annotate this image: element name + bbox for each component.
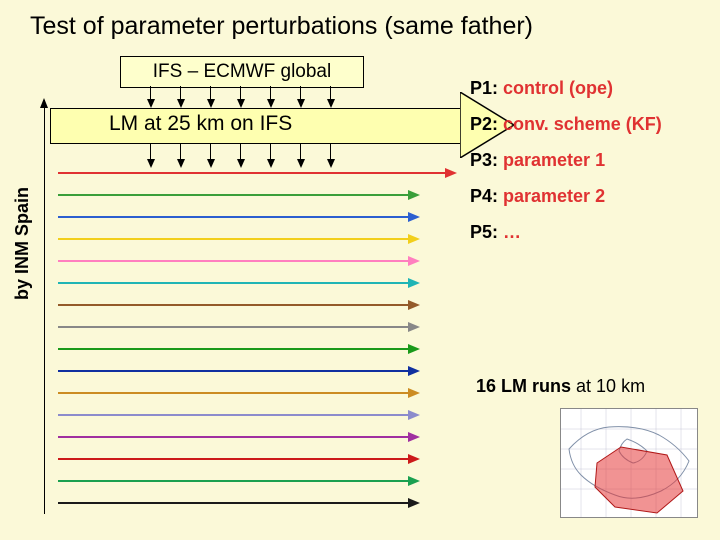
drop-arrow bbox=[330, 86, 331, 106]
param-arrow-line bbox=[58, 436, 408, 438]
map-thumbnail bbox=[560, 408, 698, 518]
drop-arrow bbox=[180, 144, 181, 166]
param-arrow bbox=[58, 238, 420, 240]
param-arrow-line bbox=[58, 502, 408, 504]
param-arrow bbox=[58, 502, 420, 504]
param-arrow bbox=[58, 326, 420, 328]
param-arrow-line bbox=[58, 238, 408, 240]
param-arrow-line bbox=[58, 348, 408, 350]
param-arrow-head bbox=[408, 498, 420, 508]
drop-arrow bbox=[330, 144, 331, 166]
param-arrow bbox=[58, 392, 420, 394]
legend-text: parameter 2 bbox=[498, 186, 605, 206]
legend-text: conv. scheme (KF) bbox=[498, 114, 662, 134]
lm-arrow-body: LM at 25 km on IFS bbox=[50, 108, 469, 144]
ifs-box-text: IFS – ECMWF global bbox=[153, 61, 331, 82]
param-arrow bbox=[58, 216, 420, 218]
slide-title: Test of parameter perturbations (same fa… bbox=[30, 12, 533, 41]
param-arrow bbox=[58, 348, 420, 350]
param-arrow-head bbox=[445, 168, 457, 178]
param-arrow-line bbox=[58, 414, 408, 416]
param-arrow bbox=[58, 458, 420, 460]
legend-key: P3: bbox=[470, 150, 498, 170]
param-arrow-line bbox=[58, 216, 408, 218]
param-arrow-head bbox=[408, 278, 420, 288]
legend-item: P4: parameter 2 bbox=[470, 186, 605, 207]
vertical-axis-line bbox=[44, 100, 45, 514]
param-arrow-head bbox=[408, 212, 420, 222]
param-arrow-line bbox=[58, 172, 445, 174]
param-arrow-line bbox=[58, 326, 408, 328]
legend-key: P2: bbox=[470, 114, 498, 134]
param-arrow bbox=[58, 480, 420, 482]
param-arrow-head bbox=[408, 432, 420, 442]
vertical-axis-label: by INM Spain bbox=[12, 187, 33, 300]
runs-text: 16 LM runs at 10 km bbox=[476, 376, 645, 397]
param-arrow-head bbox=[408, 190, 420, 200]
param-arrow-head bbox=[408, 476, 420, 486]
param-arrow bbox=[58, 370, 420, 372]
param-arrow-line bbox=[58, 392, 408, 394]
param-arrow-line bbox=[58, 260, 408, 262]
legend-key: P4: bbox=[470, 186, 498, 206]
param-arrow-line bbox=[58, 458, 408, 460]
legend-item: P1: control (ope) bbox=[470, 78, 613, 99]
legend-key: P1: bbox=[470, 78, 498, 98]
param-arrow-head bbox=[408, 234, 420, 244]
drop-arrow bbox=[210, 144, 211, 166]
drop-arrow bbox=[150, 144, 151, 166]
legend-text: parameter 1 bbox=[498, 150, 605, 170]
param-arrow bbox=[58, 172, 457, 174]
param-arrow bbox=[58, 282, 420, 284]
param-arrow-line bbox=[58, 282, 408, 284]
drop-arrow bbox=[270, 86, 271, 106]
legend-text: control (ope) bbox=[498, 78, 613, 98]
param-arrow-head bbox=[408, 388, 420, 398]
param-arrow bbox=[58, 260, 420, 262]
legend-item: P2: conv. scheme (KF) bbox=[470, 114, 662, 135]
param-arrow-head bbox=[408, 344, 420, 354]
param-arrow-line bbox=[58, 304, 408, 306]
param-arrow-line bbox=[58, 194, 408, 196]
param-arrow-line bbox=[58, 480, 408, 482]
lm-arrow: LM at 25 km on IFS bbox=[50, 108, 469, 144]
param-arrow-head bbox=[408, 454, 420, 464]
param-arrow bbox=[58, 436, 420, 438]
param-arrow-head bbox=[408, 300, 420, 310]
runs-bold: 16 LM runs bbox=[476, 376, 571, 396]
param-arrow-line bbox=[58, 370, 408, 372]
drop-arrow bbox=[300, 144, 301, 166]
param-arrow bbox=[58, 194, 420, 196]
ifs-box: IFS – ECMWF global bbox=[120, 56, 364, 88]
drop-arrow bbox=[240, 86, 241, 106]
param-arrow-head bbox=[408, 256, 420, 266]
param-arrow-head bbox=[408, 410, 420, 420]
legend-item: P3: parameter 1 bbox=[470, 150, 605, 171]
param-arrow bbox=[58, 414, 420, 416]
slide-root: Test of parameter perturbations (same fa… bbox=[0, 0, 720, 540]
param-arrow bbox=[58, 304, 420, 306]
lm-arrow-text: LM at 25 km on IFS bbox=[109, 112, 292, 136]
drop-arrow bbox=[180, 86, 181, 106]
drop-arrow bbox=[270, 144, 271, 166]
legend-key: P5: bbox=[470, 222, 498, 242]
param-arrow-head bbox=[408, 322, 420, 332]
legend-text: … bbox=[498, 222, 521, 242]
legend-item: P5: … bbox=[470, 222, 521, 243]
param-arrow-head bbox=[408, 366, 420, 376]
runs-rest: at 10 km bbox=[571, 376, 645, 396]
drop-arrow bbox=[240, 144, 241, 166]
drop-arrow bbox=[300, 86, 301, 106]
drop-arrow bbox=[150, 86, 151, 106]
drop-arrow bbox=[210, 86, 211, 106]
